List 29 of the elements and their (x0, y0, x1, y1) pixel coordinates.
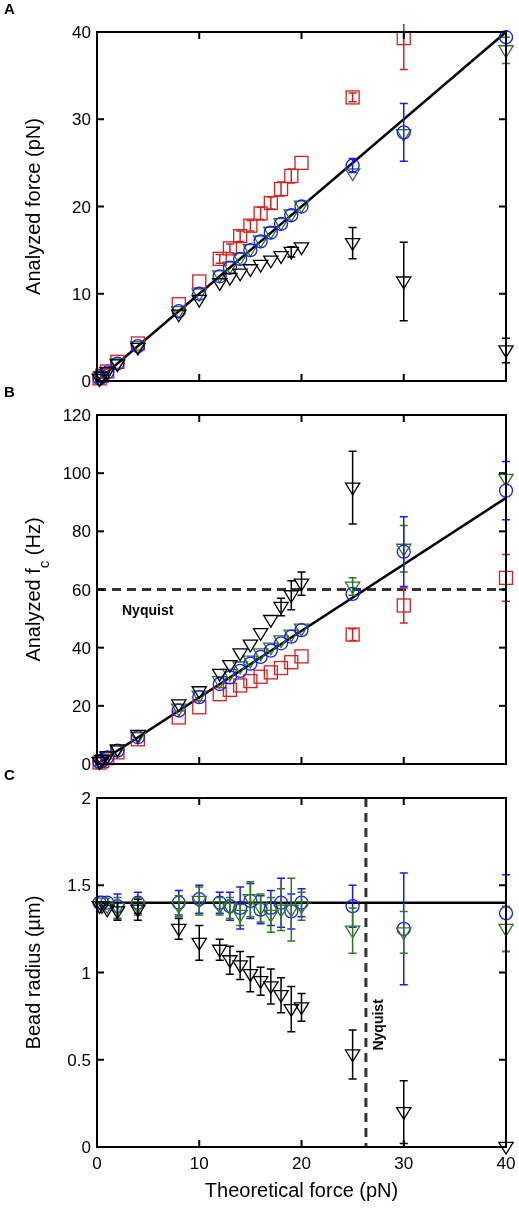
y-tick-label: 2 (81, 789, 91, 808)
y-tick-label: 40 (72, 638, 91, 658)
chart-title: A (4, 0, 15, 17)
y-tick-label: 120 (62, 406, 91, 425)
y-axis-title: Analyzed force (pN) (22, 118, 44, 295)
y-tick-label: 0.5 (67, 1050, 91, 1070)
x-tick-label: 30 (394, 1154, 414, 1173)
y-tick-label: 40 (72, 23, 91, 42)
ref-line-label: Nyquist (122, 601, 174, 618)
y-tick-label: 30 (72, 110, 91, 130)
y-tick-label: 0 (81, 372, 91, 391)
x-axis-title: Theoretical force (pN) (204, 1179, 399, 1201)
y-tick-label: 20 (72, 696, 91, 716)
y-tick-label: 0 (81, 755, 91, 774)
y-tick-label: 1.5 (67, 876, 91, 896)
y-tick-label: 100 (62, 464, 91, 484)
x-tick-label: 20 (292, 1154, 311, 1173)
y-tick-label: 1 (81, 963, 91, 983)
y-tick-label: 10 (72, 284, 91, 304)
chart-title: C (4, 766, 15, 783)
y-tick-label: 20 (72, 197, 91, 217)
y-axis-title: Bead radius (µm) (22, 895, 44, 1050)
ref-line-label: Nyquist (369, 998, 386, 1051)
y-tick-label: 80 (72, 522, 91, 542)
y-tick-label: 60 (72, 580, 91, 600)
chart-title: B (4, 383, 15, 400)
x-tick-label: 10 (189, 1154, 209, 1173)
x-tick-label: 40 (496, 1154, 516, 1173)
y-tick-label: 0 (81, 1138, 91, 1157)
